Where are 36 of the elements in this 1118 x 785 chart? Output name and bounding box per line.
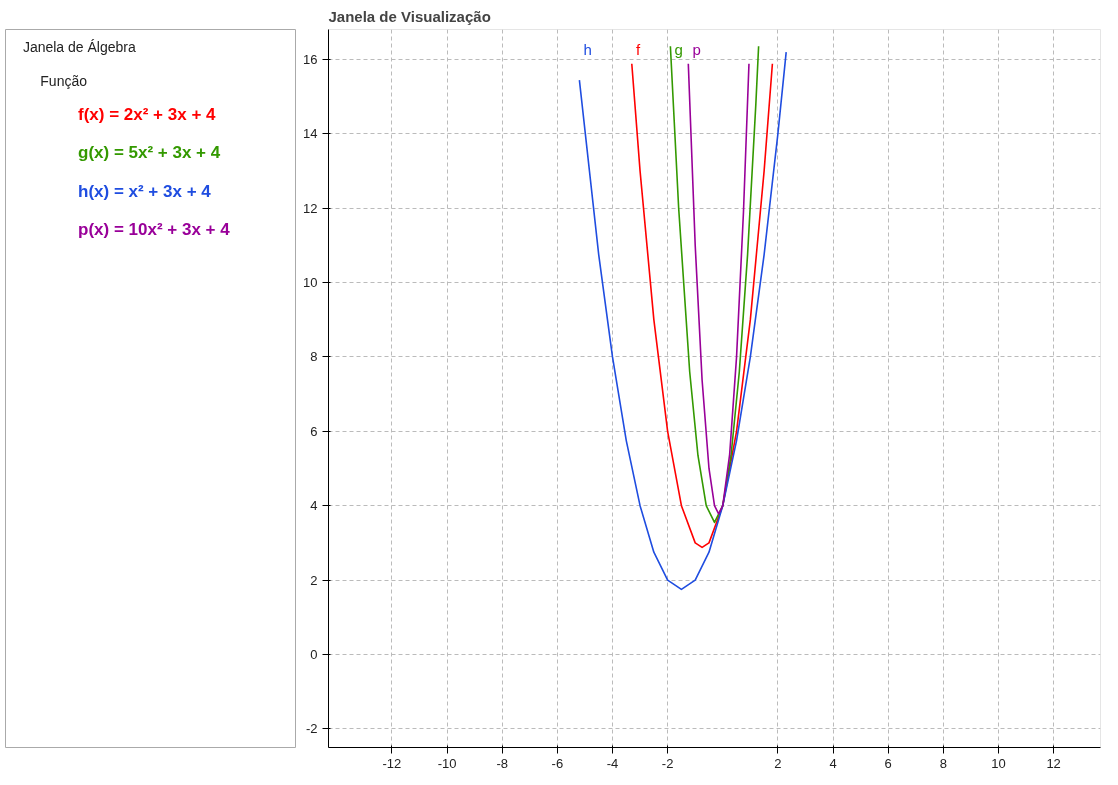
x-tick-label: 10 (991, 755, 1006, 771)
series-label: f (635, 40, 641, 58)
y-tick-label: 6 (310, 423, 318, 439)
x-tick-label: 2 (774, 755, 782, 771)
line-series (669, 45, 760, 524)
x-tick-label: 6 (884, 755, 892, 771)
y-tick-label: 14 (303, 126, 318, 142)
text: h(x) = x² + 3x + 4 (78, 181, 212, 201)
x-tick-label: -6 (551, 755, 564, 771)
series-label: h (583, 40, 592, 58)
x-tick-label: -2 (661, 755, 674, 771)
y-tick-label: 12 (303, 200, 318, 216)
x-tick-label: -12 (382, 755, 402, 771)
text: g(x) = 5x² + 3x + 4 (78, 143, 221, 163)
y-tick-label: 10 (303, 274, 318, 290)
y-tick-label: 4 (310, 498, 318, 514)
y-tick-label: -2 (305, 721, 318, 737)
text: p(x) = 10x² + 3x + 4 (78, 219, 231, 239)
line-series (687, 62, 750, 515)
series-label: p (692, 40, 701, 58)
x-tick-label: 4 (829, 755, 837, 771)
x-tick-label: 8 (939, 755, 947, 771)
y-tick-label: 2 (310, 572, 318, 588)
line-series (630, 62, 774, 549)
x-tick-label: 12 (1046, 755, 1061, 771)
text: f(x) = 2x² + 3x + 4 (78, 105, 217, 125)
x-tick-label: -8 (496, 755, 508, 771)
text: Função (40, 73, 88, 90)
x-tick-label: -4 (606, 755, 619, 771)
y-tick-label: 0 (310, 646, 318, 662)
series-label: g (674, 40, 683, 58)
y-tick-label: 16 (303, 51, 318, 67)
chart-title: Janela de Visualização (328, 7, 491, 25)
y-tick-label: 8 (310, 349, 318, 365)
x-tick-label: -10 (437, 755, 457, 771)
text: Janela de Álgebra (22, 39, 136, 56)
